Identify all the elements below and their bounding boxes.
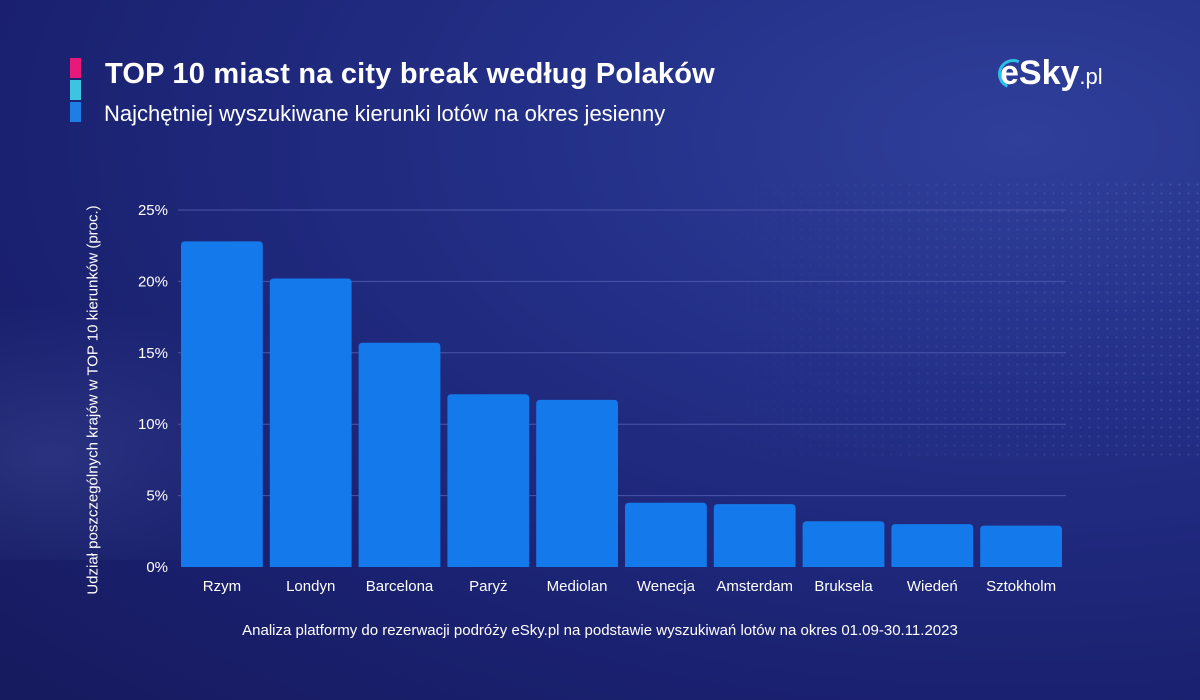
esky-logo: eSky.pl (1000, 54, 1103, 104)
accent-bar-cyan (70, 80, 81, 100)
bar-mediolan (536, 399, 618, 567)
bar-bruksela (802, 521, 885, 567)
bar-barcelona (358, 342, 441, 567)
bar-londyn (269, 278, 352, 567)
source-note: Analiza platformy do rezerwacji podróży … (242, 622, 958, 639)
accent-bar-blue (70, 102, 81, 122)
x-tick-label: Barcelona (366, 578, 434, 595)
x-tick-label: Mediolan (547, 578, 608, 595)
background-dots-decoration (680, 180, 1200, 460)
y-tick-label: 10% (138, 416, 168, 433)
y-tick-label: 5% (146, 488, 168, 505)
x-tick-label: Amsterdam (716, 578, 793, 595)
x-tick-label: Paryż (469, 578, 507, 595)
logo-suffix: .pl (1079, 64, 1103, 89)
x-tick-label: Rzym (203, 578, 241, 595)
y-tick-label: 0% (146, 559, 168, 576)
bar-wenecja (625, 502, 707, 567)
chart-title: TOP 10 miast na city break według Polakó… (105, 58, 715, 90)
y-tick-label: 15% (138, 345, 168, 362)
y-tick-label: 20% (138, 273, 168, 290)
x-tick-label: Londyn (286, 578, 335, 595)
bar-amsterdam (713, 504, 796, 567)
x-tick-label: Sztokholm (986, 578, 1056, 595)
accent-bar-pink (70, 58, 81, 78)
bar-sztokholm (980, 525, 1062, 567)
logo-wordmark: eSky (1000, 54, 1080, 92)
x-tick-label: Bruksela (814, 578, 873, 595)
bar-rzym (181, 241, 263, 567)
x-tick-label: Wiedeń (907, 578, 958, 595)
chart-subtitle: Najchętniej wyszukiwane kierunki lotów n… (104, 101, 666, 126)
y-tick-label: 25% (138, 202, 168, 219)
x-tick-label: Wenecja (637, 578, 696, 595)
bar-paryż (447, 394, 530, 567)
bar-wiedeń (891, 524, 974, 567)
title-accent-bars (70, 58, 81, 124)
